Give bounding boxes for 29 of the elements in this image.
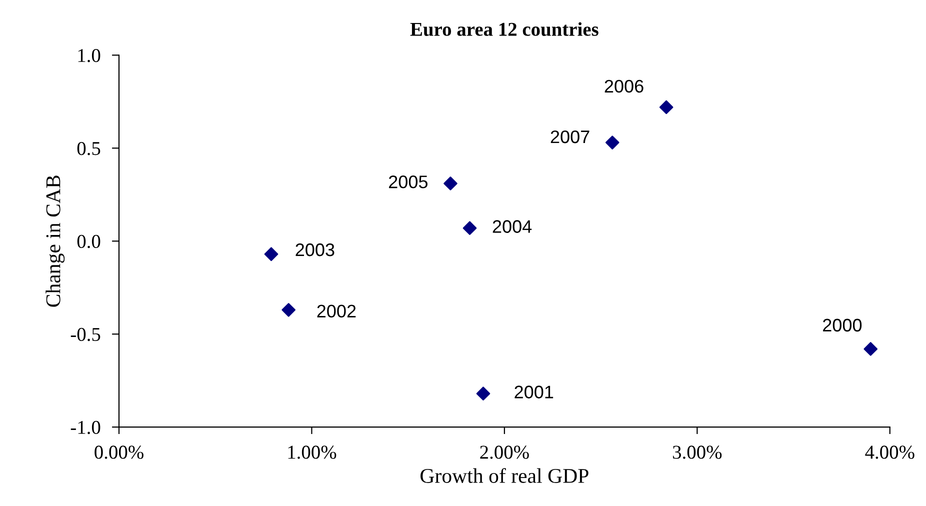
chart-title: Euro area 12 countries <box>410 22 598 36</box>
x-axis-title: Growth of real GDP <box>420 468 588 483</box>
annotation: 2003 <box>296 243 334 256</box>
y-tick-label: 0.5 <box>77 142 100 156</box>
point <box>864 342 878 356</box>
point <box>462 221 477 235</box>
point <box>605 136 620 150</box>
y-tick-label: 1.0 <box>78 48 100 62</box>
annotation: 2002 <box>317 304 356 318</box>
y-tick-label: -1.0 <box>70 420 100 434</box>
x-tick-label: 4.00% <box>865 446 914 459</box>
y-axis-title: Change in CAB <box>46 176 65 307</box>
point <box>444 176 458 190</box>
annotation: 2007 <box>550 130 590 144</box>
point <box>282 303 296 317</box>
y-tick-label: 0.0 <box>77 234 100 248</box>
x-tick-label: 2.00% <box>480 446 529 459</box>
annotation: 2006 <box>604 80 644 93</box>
annotation: 2001 <box>514 386 554 398</box>
point <box>264 247 278 262</box>
x-tick-label: 1.00% <box>288 446 336 459</box>
annotation: 2004 <box>492 220 532 233</box>
annotation: 2000 <box>823 318 862 332</box>
point <box>476 386 490 400</box>
annotation: 2005 <box>389 176 428 188</box>
y-tick-label: -0.5 <box>70 328 100 342</box>
x-tick-label: 0.00% <box>94 446 144 459</box>
point <box>659 100 674 114</box>
x-tick-label: 3.00% <box>672 446 722 459</box>
